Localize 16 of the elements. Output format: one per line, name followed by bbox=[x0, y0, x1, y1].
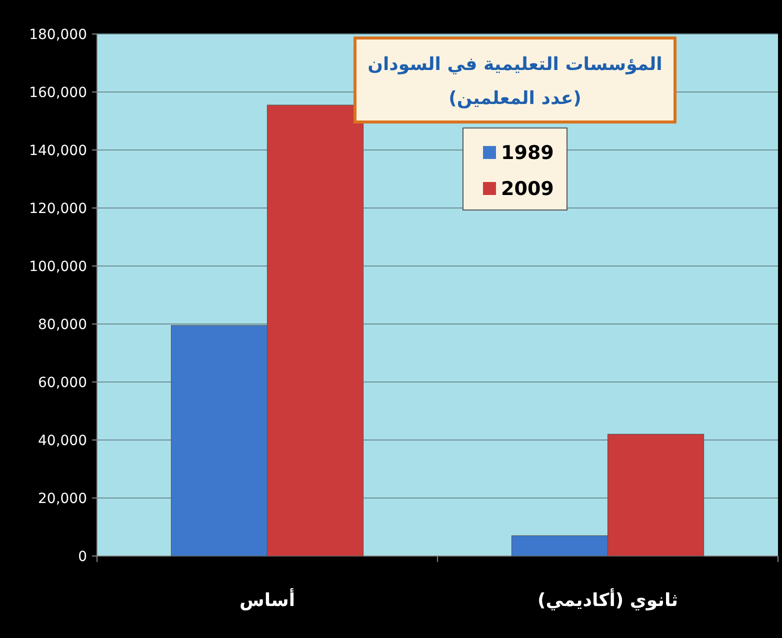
legend: 2009 bbox=[501, 178, 554, 200]
ytick: 80,000 bbox=[38, 317, 87, 333]
ytick: 140,000 bbox=[29, 143, 87, 159]
ytick: 100,000 bbox=[29, 259, 87, 275]
ytick: 40,000 bbox=[38, 433, 87, 449]
ytick: 20,000 bbox=[38, 491, 87, 507]
subtitle: (عدد المعلمين) bbox=[448, 88, 582, 109]
ytick: 60,000 bbox=[38, 375, 87, 391]
ytick: 180,000 bbox=[29, 27, 87, 43]
xtick: ثانوي (أكاديمي) bbox=[538, 590, 678, 611]
legend: 1989 bbox=[501, 142, 554, 164]
title: المؤسسات التعليمية في السودان bbox=[368, 54, 662, 75]
ytick: 160,000 bbox=[29, 85, 87, 101]
ytick: 120,000 bbox=[29, 201, 87, 217]
ytick: 0 bbox=[78, 549, 87, 565]
xtick: أساس bbox=[240, 590, 295, 611]
